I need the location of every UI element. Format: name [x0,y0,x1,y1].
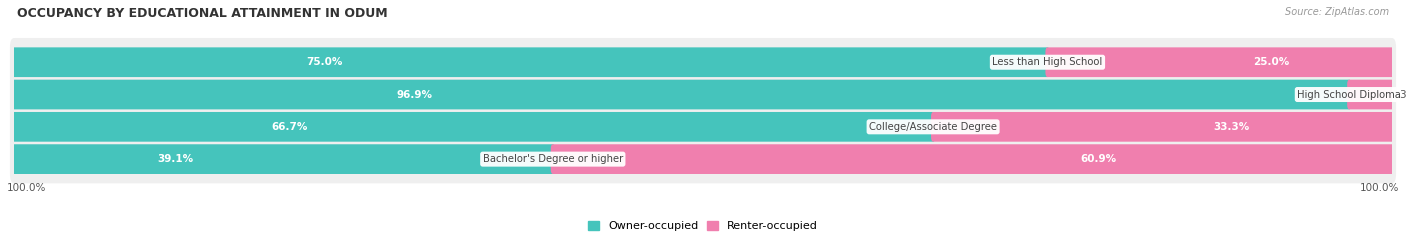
FancyBboxPatch shape [10,103,1396,151]
Text: 75.0%: 75.0% [307,57,342,67]
Text: 66.7%: 66.7% [271,122,308,132]
FancyBboxPatch shape [13,112,935,142]
FancyBboxPatch shape [1347,80,1393,109]
Text: College/Associate Degree: College/Associate Degree [869,122,997,132]
Text: 100.0%: 100.0% [1360,183,1399,193]
FancyBboxPatch shape [1046,47,1393,77]
Text: 25.0%: 25.0% [1253,57,1289,67]
FancyBboxPatch shape [931,112,1393,142]
Text: High School Diploma: High School Diploma [1298,89,1402,99]
FancyBboxPatch shape [10,38,1396,86]
FancyBboxPatch shape [551,144,1393,174]
Text: 3.1%: 3.1% [1399,89,1406,99]
Text: 100.0%: 100.0% [7,183,46,193]
Text: Less than High School: Less than High School [993,57,1102,67]
Text: 33.3%: 33.3% [1213,122,1250,132]
Text: Bachelor's Degree or higher: Bachelor's Degree or higher [482,154,623,164]
FancyBboxPatch shape [13,47,1049,77]
FancyBboxPatch shape [10,70,1396,119]
Text: OCCUPANCY BY EDUCATIONAL ATTAINMENT IN ODUM: OCCUPANCY BY EDUCATIONAL ATTAINMENT IN O… [17,7,388,20]
FancyBboxPatch shape [10,135,1396,183]
Text: Source: ZipAtlas.com: Source: ZipAtlas.com [1285,7,1389,17]
Text: 39.1%: 39.1% [157,154,194,164]
FancyBboxPatch shape [13,144,555,174]
FancyBboxPatch shape [13,80,1351,109]
Legend: Owner-occupied, Renter-occupied: Owner-occupied, Renter-occupied [583,217,823,233]
Text: 60.9%: 60.9% [1080,154,1116,164]
Text: 96.9%: 96.9% [396,89,433,99]
